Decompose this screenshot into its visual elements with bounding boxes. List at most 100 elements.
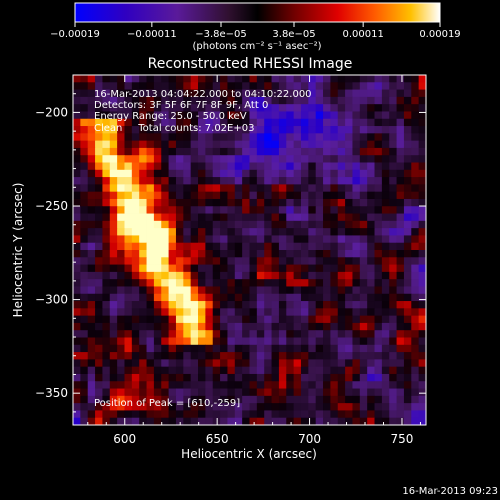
heatmap-cell xyxy=(80,89,89,98)
heatmap-cell xyxy=(337,220,346,229)
heatmap-cell xyxy=(315,308,324,317)
heatmap-cell xyxy=(249,337,258,346)
heatmap-cell xyxy=(315,373,324,382)
heatmap-cell xyxy=(286,271,295,280)
heatmap-cell xyxy=(227,177,236,185)
heatmap-cell xyxy=(403,337,412,346)
heatmap-cell xyxy=(175,403,184,411)
heatmap-cell xyxy=(323,373,331,382)
heatmap-cell xyxy=(300,293,309,302)
heatmap-cell xyxy=(168,403,177,411)
heatmap-cell xyxy=(359,388,368,397)
heatmap-cell xyxy=(168,344,177,353)
heatmap-cell xyxy=(418,140,427,149)
heatmap-cell xyxy=(73,301,81,309)
heatmap-cell xyxy=(330,403,339,411)
heatmap-cell xyxy=(389,279,397,287)
heatmap-cell xyxy=(411,366,420,375)
heatmap-cell xyxy=(337,206,346,214)
heatmap-cell xyxy=(242,271,250,280)
heatmap-cell xyxy=(109,111,118,120)
heatmap-cell xyxy=(212,126,221,134)
heatmap-cell xyxy=(183,264,192,273)
heatmap-cell xyxy=(117,286,125,295)
heatmap-cell xyxy=(205,133,214,142)
heatmap-cell xyxy=(139,96,147,105)
heatmap-cell xyxy=(359,228,368,236)
heatmap-cell xyxy=(374,395,383,404)
heatmap-cell xyxy=(418,395,427,404)
heatmap-cell xyxy=(293,308,302,317)
heatmap-cell xyxy=(300,395,309,404)
heatmap-cell xyxy=(242,250,250,258)
heatmap-cell xyxy=(337,403,346,411)
heatmap-cell xyxy=(418,293,427,302)
heatmap-cell xyxy=(315,213,324,222)
heatmap-cell xyxy=(146,133,155,142)
heatmap-cell xyxy=(95,147,103,156)
heatmap-cell xyxy=(139,337,147,346)
heatmap-cell xyxy=(315,257,324,265)
heatmap-cell xyxy=(234,155,243,163)
heatmap-cell xyxy=(418,271,427,280)
heatmap-cell xyxy=(131,315,140,324)
heatmap-cell xyxy=(256,301,265,309)
heatmap-cell xyxy=(190,220,199,229)
heatmap-cell xyxy=(205,155,214,163)
heatmap-cell xyxy=(175,177,184,185)
heatmap-cell xyxy=(234,417,243,426)
heatmap-cell xyxy=(264,198,272,207)
heatmap-cell xyxy=(102,89,111,98)
heatmap-cell xyxy=(308,352,317,360)
heatmap-cell xyxy=(205,184,214,193)
heatmap-cell xyxy=(220,381,228,389)
heatmap-cell xyxy=(293,330,302,338)
heatmap-cell xyxy=(220,147,228,156)
heatmap-cell xyxy=(183,381,192,389)
heatmap-cell xyxy=(161,96,169,105)
heatmap-cell xyxy=(381,308,390,317)
heatmap-cell xyxy=(139,111,147,120)
heatmap-cell xyxy=(264,373,272,382)
heatmap-cell xyxy=(345,344,353,353)
heatmap-cell xyxy=(300,359,309,368)
heatmap-cell xyxy=(117,118,125,127)
heatmap-cell xyxy=(411,184,420,193)
heatmap-cell xyxy=(271,337,280,346)
heatmap-cell xyxy=(117,147,125,156)
heatmap-cell xyxy=(374,337,383,346)
heatmap-cell xyxy=(249,155,258,163)
heatmap-image xyxy=(73,75,427,426)
heatmap-cell xyxy=(403,410,412,419)
heatmap-cell xyxy=(403,301,412,309)
heatmap-cell xyxy=(367,111,375,120)
heatmap-cell xyxy=(293,126,302,134)
heatmap-cell xyxy=(389,228,397,236)
heatmap-cell xyxy=(95,257,103,265)
heatmap-cell xyxy=(124,169,133,178)
heatmap-cell xyxy=(264,322,272,331)
heatmap-cell xyxy=(396,315,405,324)
heatmap-cell xyxy=(396,228,405,236)
heatmap-cell xyxy=(367,410,375,419)
heatmap-cell xyxy=(308,330,317,338)
heatmap-cell xyxy=(242,228,250,236)
heatmap-cell xyxy=(102,322,111,331)
heatmap-cell xyxy=(198,308,206,317)
heatmap-cell xyxy=(161,162,169,171)
heatmap-cell xyxy=(323,133,331,142)
heatmap-cell xyxy=(411,301,420,309)
heatmap-cell xyxy=(403,111,412,120)
heatmap-cell xyxy=(374,315,383,324)
heatmap-cell xyxy=(418,337,427,346)
heatmap-cell xyxy=(73,235,81,244)
heatmap-cell xyxy=(359,403,368,411)
heatmap-cell xyxy=(249,315,258,324)
heatmap-cell xyxy=(345,308,353,317)
heatmap-cell xyxy=(396,388,405,397)
heatmap-cell xyxy=(95,395,103,404)
heatmap-cell xyxy=(359,198,368,207)
heatmap-cell xyxy=(205,410,214,419)
heatmap-cell xyxy=(367,352,375,360)
heatmap-cell xyxy=(212,177,221,185)
